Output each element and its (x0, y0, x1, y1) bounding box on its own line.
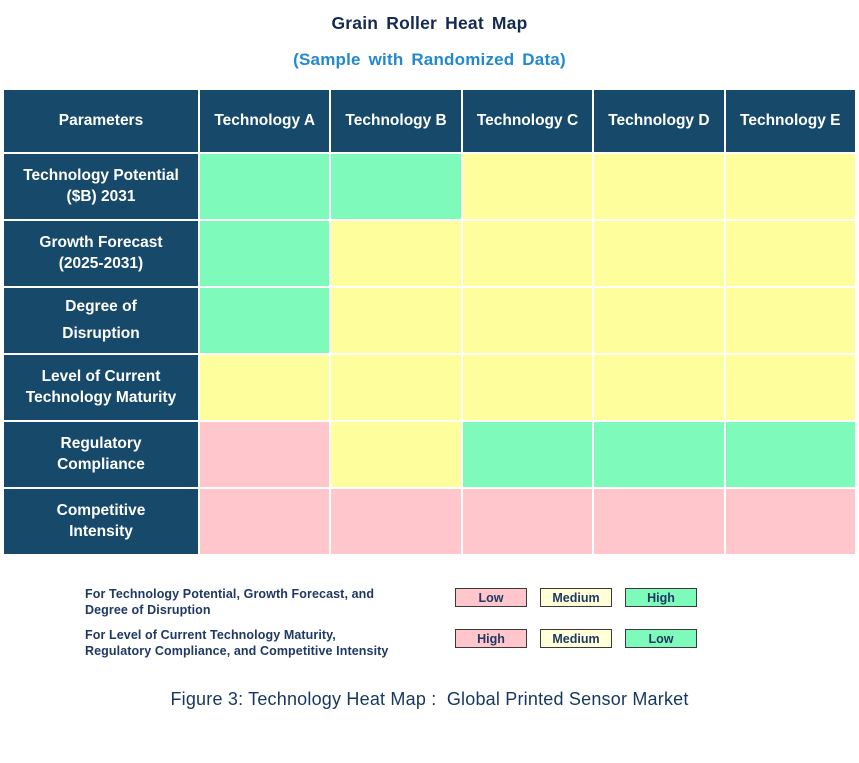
legend-group-1-text: For Technology Potential, Growth Forecas… (85, 586, 455, 618)
legend-swatch-low-pink: Low (455, 588, 527, 607)
cell-competitive-intensity-technology-a-high (200, 489, 330, 554)
cell-technology-potential-b-2031-technology-e-medium (725, 154, 855, 219)
legend-text-line: Regulatory Compliance, and Competitive I… (85, 644, 389, 658)
legend-group-1-swatches: Low Medium High (455, 588, 706, 607)
row-label-degree-of-disruption: Degree of Disruption (4, 288, 198, 353)
header-row: Parameters Technology A Technology B Techno… (4, 90, 855, 152)
row-label-line: Intensity (69, 522, 133, 540)
cell-level-of-current-technology-maturity-technology-d-medium (594, 355, 724, 420)
heatmap-table: Parameters Technology A Technology B Techno… (2, 88, 857, 556)
column-header-parameters: Parameters (4, 90, 198, 152)
row-label-line: Disruption (62, 325, 140, 342)
legend: For Technology Potential, Growth Forecas… (85, 586, 785, 668)
row-label-line: Compliance (57, 455, 145, 473)
page-subtitle: (Sample with Randomized Data) (293, 50, 566, 69)
heatmap-body: Technology Potential ($B) 2031 Growth Fore… (4, 154, 855, 554)
cell-level-of-current-technology-maturity-technology-a-medium (200, 355, 330, 420)
row-label-regulatory-compliance: Regulatory Compliance (4, 422, 198, 487)
cell-growth-forecast-2025-2031-technology-b-medium (331, 221, 461, 286)
cell-competitive-intensity-technology-e-high (725, 489, 855, 554)
cell-technology-potential-b-2031-technology-d-medium (594, 154, 724, 219)
cell-regulatory-compliance-technology-a-high (200, 422, 330, 487)
row-label-line: Competitive (56, 502, 146, 520)
legend-text-line: Degree of Disruption (85, 603, 211, 617)
row-label-line: (2025-2031) (58, 254, 144, 272)
page-title: Grain Roller Heat Map (331, 13, 528, 33)
legend-swatch-medium-legend-yellow: Medium (540, 588, 612, 607)
cell-growth-forecast-2025-2031-technology-e-medium (725, 221, 855, 286)
legend-text-line: For Technology Potential, Growth Forecas… (85, 587, 375, 601)
row-label-line: Growth Forecast (39, 234, 163, 252)
heatmap-row-regulatory-compliance: Regulatory Compliance (4, 422, 855, 487)
legend-swatch-high-green: High (625, 588, 697, 607)
row-label-line: Technology Maturity (25, 388, 177, 406)
figure-caption: Figure 3: Technology Heat Map : Global P… (170, 689, 689, 709)
legend-group-2-swatches: High Medium Low (455, 629, 706, 648)
column-header-technology-b: Technology B (331, 90, 461, 152)
cell-regulatory-compliance-technology-e-low (725, 422, 855, 487)
heatmap-row-technology-potential-b-2031: Technology Potential ($B) 2031 (4, 154, 855, 219)
cell-degree-of-disruption-technology-d-medium (594, 288, 724, 353)
heatmap-header: Parameters Technology A Technology B Techno… (4, 90, 855, 152)
cell-technology-potential-b-2031-technology-a-high (200, 154, 330, 219)
cell-growth-forecast-2025-2031-technology-c-medium (462, 221, 593, 286)
legend-group-2-text: For Level of Current Technology Maturity… (85, 627, 455, 659)
cell-technology-potential-b-2031-technology-c-medium (462, 154, 593, 219)
heatmap-row-growth-forecast-2025-2031: Growth Forecast (2025-2031) (4, 221, 855, 286)
cell-degree-of-disruption-technology-e-medium (725, 288, 855, 353)
legend-swatch-high-pink: High (455, 629, 527, 648)
legend-group-1: For Technology Potential, Growth Forecas… (85, 586, 785, 618)
cell-regulatory-compliance-technology-b-medium (331, 422, 461, 487)
column-header-technology-a: Technology A (200, 90, 330, 152)
column-header-technology-c: Technology C (462, 90, 593, 152)
cell-degree-of-disruption-technology-a-high (200, 288, 330, 353)
row-label-line: Degree of (65, 297, 137, 315)
cell-level-of-current-technology-maturity-technology-b-medium (331, 355, 461, 420)
legend-text-line: For Level of Current Technology Maturity… (85, 628, 336, 642)
cell-growth-forecast-2025-2031-technology-d-medium (594, 221, 724, 286)
row-label-line: Level of Current (41, 368, 161, 386)
row-label-growth-forecast-2025-2031: Growth Forecast (2025-2031) (4, 221, 198, 286)
row-label-level-of-current-technology-maturity: Level of Current Technology Maturity (4, 355, 198, 420)
legend-group-2: For Level of Current Technology Maturity… (85, 627, 785, 659)
legend-swatch-low-green: Low (625, 629, 697, 648)
cell-regulatory-compliance-technology-d-low (594, 422, 724, 487)
column-header-technology-e: Technology E (725, 90, 855, 152)
cell-technology-potential-b-2031-technology-b-high (331, 154, 461, 219)
heatmap-row-competitive-intensity: Competitive Intensity (4, 489, 855, 554)
row-label-competitive-intensity: Competitive Intensity (4, 489, 198, 554)
row-label-line: ($B) 2031 (66, 187, 136, 205)
cell-competitive-intensity-technology-b-high (331, 489, 461, 554)
column-header-technology-d: Technology D (594, 90, 724, 152)
cell-growth-forecast-2025-2031-technology-a-high (200, 221, 330, 286)
heatmap-row-degree-of-disruption: Degree of Disruption (4, 288, 855, 353)
row-label-line: Technology Potential (23, 167, 179, 185)
cell-competitive-intensity-technology-d-high (594, 489, 724, 554)
cell-regulatory-compliance-technology-c-low (462, 422, 593, 487)
heatmap-row-level-of-current-technology-maturity: Level of Current Technology Maturity (4, 355, 855, 420)
legend-swatch-medium-legend-yellow: Medium (540, 629, 612, 648)
cell-level-of-current-technology-maturity-technology-e-medium (725, 355, 855, 420)
cell-degree-of-disruption-technology-c-medium (462, 288, 593, 353)
cell-degree-of-disruption-technology-b-medium (331, 288, 461, 353)
cell-competitive-intensity-technology-c-high (462, 489, 593, 554)
cell-level-of-current-technology-maturity-technology-c-medium (462, 355, 593, 420)
row-label-line: Regulatory (60, 435, 142, 453)
row-label-technology-potential-b-2031: Technology Potential ($B) 2031 (4, 154, 198, 219)
